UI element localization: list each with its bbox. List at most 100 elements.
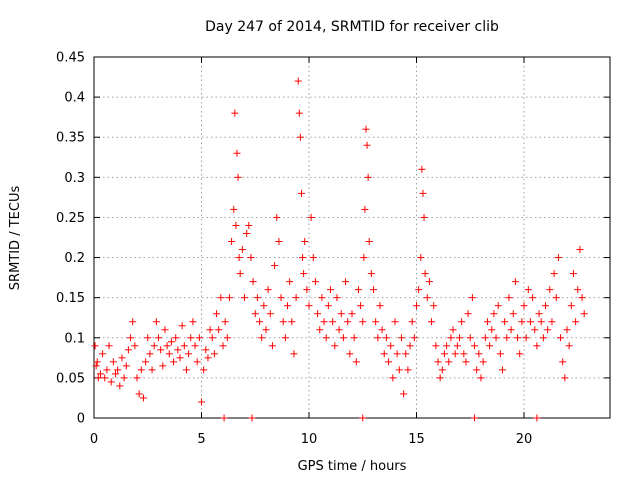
data-point bbox=[331, 342, 339, 350]
data-point bbox=[419, 189, 427, 197]
data-point bbox=[243, 229, 251, 237]
data-point bbox=[486, 342, 494, 350]
data-point bbox=[346, 350, 354, 358]
data-point bbox=[468, 294, 476, 302]
data-point bbox=[137, 366, 145, 374]
data-point bbox=[364, 173, 372, 181]
data-point bbox=[152, 318, 160, 326]
data-point bbox=[471, 414, 479, 422]
data-point bbox=[206, 326, 214, 334]
data-point bbox=[262, 326, 270, 334]
data-point bbox=[279, 318, 287, 326]
data-point bbox=[150, 342, 158, 350]
data-point bbox=[490, 310, 498, 318]
plot-frame bbox=[93, 56, 611, 419]
data-point bbox=[99, 350, 107, 358]
data-point bbox=[529, 294, 537, 302]
data-point bbox=[337, 310, 345, 318]
data-point bbox=[445, 358, 453, 366]
x-tick-label: 5 bbox=[197, 432, 205, 447]
data-point bbox=[507, 326, 515, 334]
data-point bbox=[483, 318, 491, 326]
data-point bbox=[333, 294, 341, 302]
data-point bbox=[453, 342, 461, 350]
data-point bbox=[277, 294, 285, 302]
data-point bbox=[233, 149, 241, 157]
data-point bbox=[94, 374, 102, 382]
data-point bbox=[362, 125, 370, 133]
axis-ticks: 0 0.05 0.1 0.15 0.2 0.25 0.3 0.35 0.4 0.45 0 5 10 15 2… bbox=[56, 51, 610, 447]
data-point bbox=[533, 342, 541, 350]
data-point bbox=[107, 378, 115, 386]
data-point bbox=[314, 310, 322, 318]
data-point bbox=[387, 342, 395, 350]
data-point bbox=[120, 374, 128, 382]
data-point bbox=[264, 286, 272, 294]
data-point bbox=[479, 358, 487, 366]
data-point bbox=[178, 322, 186, 330]
data-point bbox=[501, 318, 509, 326]
data-point bbox=[311, 278, 319, 286]
data-point bbox=[248, 414, 256, 422]
data-point bbox=[109, 358, 117, 366]
data-point bbox=[139, 394, 147, 402]
data-point bbox=[170, 358, 178, 366]
data-point bbox=[458, 318, 466, 326]
x-tick-label: 15 bbox=[408, 432, 425, 447]
data-point bbox=[430, 302, 438, 310]
data-point bbox=[578, 294, 586, 302]
data-point bbox=[219, 342, 227, 350]
data-point bbox=[294, 77, 302, 85]
data-point bbox=[187, 334, 195, 342]
data-point bbox=[247, 254, 255, 262]
data-point bbox=[378, 326, 386, 334]
data-point bbox=[418, 165, 426, 173]
y-tick-label: 0.25 bbox=[56, 211, 85, 226]
data-point bbox=[198, 398, 205, 406]
data-point bbox=[488, 326, 496, 334]
data-point bbox=[365, 238, 373, 246]
data-point bbox=[144, 334, 152, 342]
x-tick-label: 0 bbox=[90, 432, 98, 447]
data-point bbox=[281, 334, 289, 342]
data-point bbox=[286, 278, 294, 286]
data-point bbox=[112, 370, 119, 378]
data-point bbox=[300, 270, 308, 278]
data-point bbox=[344, 318, 352, 326]
data-point bbox=[460, 350, 468, 358]
data-point bbox=[329, 318, 337, 326]
data-point bbox=[402, 350, 410, 358]
data-point bbox=[559, 358, 567, 366]
data-point bbox=[103, 366, 111, 374]
data-point bbox=[253, 294, 261, 302]
data-point bbox=[408, 318, 416, 326]
data-point bbox=[215, 326, 223, 334]
data-point bbox=[238, 246, 246, 254]
data-point bbox=[561, 374, 569, 382]
data-point bbox=[567, 302, 575, 310]
data-point bbox=[303, 286, 311, 294]
data-point bbox=[417, 254, 425, 262]
data-point bbox=[352, 358, 360, 366]
data-point bbox=[544, 326, 552, 334]
data-point bbox=[466, 334, 474, 342]
data-point bbox=[550, 270, 558, 278]
data-point bbox=[462, 358, 470, 366]
data-point bbox=[410, 334, 418, 342]
x-tick-label: 10 bbox=[301, 432, 318, 447]
data-point bbox=[421, 270, 429, 278]
data-point bbox=[539, 334, 547, 342]
data-point bbox=[195, 334, 203, 342]
data-point bbox=[221, 318, 229, 326]
data-point bbox=[359, 414, 367, 422]
data-point bbox=[116, 382, 124, 390]
data-point bbox=[440, 350, 448, 358]
data-point bbox=[266, 310, 274, 318]
y-tick-label: 0.3 bbox=[64, 171, 85, 186]
data-point bbox=[114, 366, 122, 374]
data-point bbox=[509, 310, 517, 318]
data-point bbox=[563, 326, 571, 334]
data-point bbox=[413, 302, 420, 310]
data-point bbox=[235, 254, 243, 262]
x-tick-label: 20 bbox=[516, 432, 533, 447]
